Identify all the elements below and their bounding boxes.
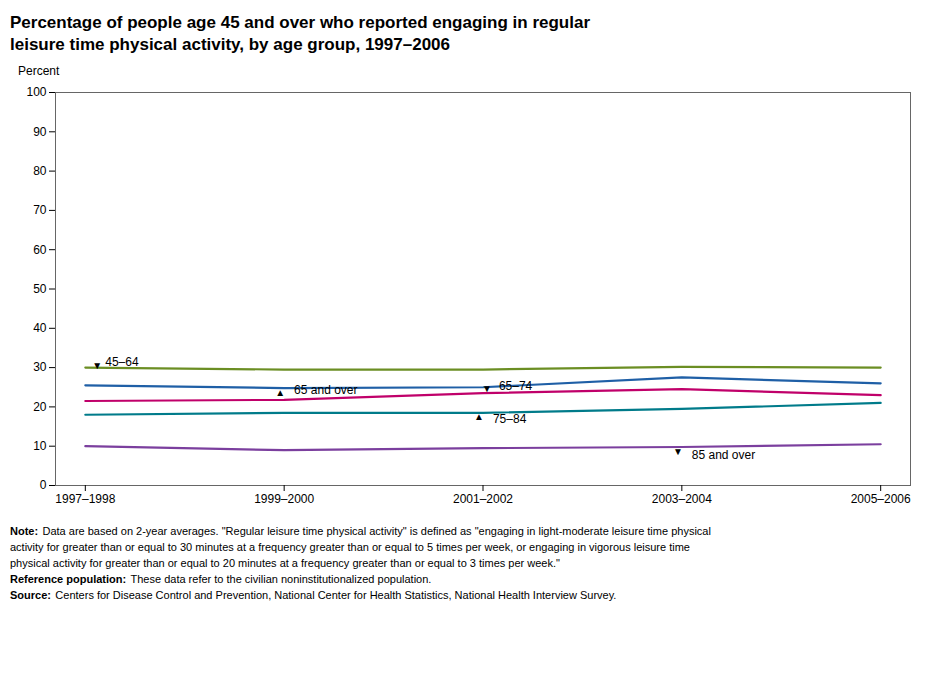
svg-text:75–84: 75–84 — [493, 413, 527, 427]
html-text:Source: Centers for Disease Co: Source: Centers for Disease Control and … — [10, 588, 617, 601]
svg-text:65–74: 65–74 — [499, 379, 533, 393]
svg-text:2001–2002: 2001–2002 — [453, 492, 513, 506]
svg-text:40: 40 — [33, 321, 47, 335]
svg-text:70: 70 — [33, 203, 47, 217]
svg-text:45–64: 45–64 — [105, 355, 139, 369]
svg-text:30: 30 — [33, 361, 47, 375]
html-text:activity for greater than or e: activity for greater than or equal to 30… — [10, 541, 690, 554]
svg-text:2005–2006: 2005–2006 — [851, 492, 911, 506]
svg-text:▼: ▼ — [92, 360, 102, 371]
html-text:physical activity for greater: physical activity for greater than or eq… — [10, 557, 560, 570]
svg-text:10: 10 — [33, 439, 47, 453]
svg-text:65 and over: 65 and over — [294, 383, 357, 397]
svg-text:▼: ▼ — [482, 384, 492, 395]
svg-text:50: 50 — [33, 282, 47, 296]
svg-text:1999–2000: 1999–2000 — [254, 492, 314, 506]
svg-text:80: 80 — [33, 164, 47, 178]
html-text:Percent: Percent — [18, 64, 60, 79]
svg-text:0: 0 — [40, 479, 47, 493]
svg-text:100: 100 — [26, 86, 46, 100]
html-text:Note: Data are based on 2-year: Note: Data are based on 2-year averages.… — [10, 525, 711, 538]
svg-text:60: 60 — [33, 243, 47, 257]
svg-text:▼: ▼ — [673, 446, 683, 457]
svg-text:▲: ▲ — [275, 388, 285, 399]
svg-text:20: 20 — [33, 400, 47, 414]
svg-text:85 and over: 85 and over — [692, 448, 755, 462]
html-text:Percentage of people age 45 an: Percentage of people age 45 and over who… — [10, 13, 590, 55]
svg-text:▲: ▲ — [474, 411, 484, 422]
html-text:Reference population: These da: Reference population: These data refer t… — [10, 573, 432, 585]
svg-text:1997–1998: 1997–1998 — [55, 492, 115, 506]
svg-text:90: 90 — [33, 125, 47, 139]
svg-text:2003–2004: 2003–2004 — [652, 492, 712, 506]
